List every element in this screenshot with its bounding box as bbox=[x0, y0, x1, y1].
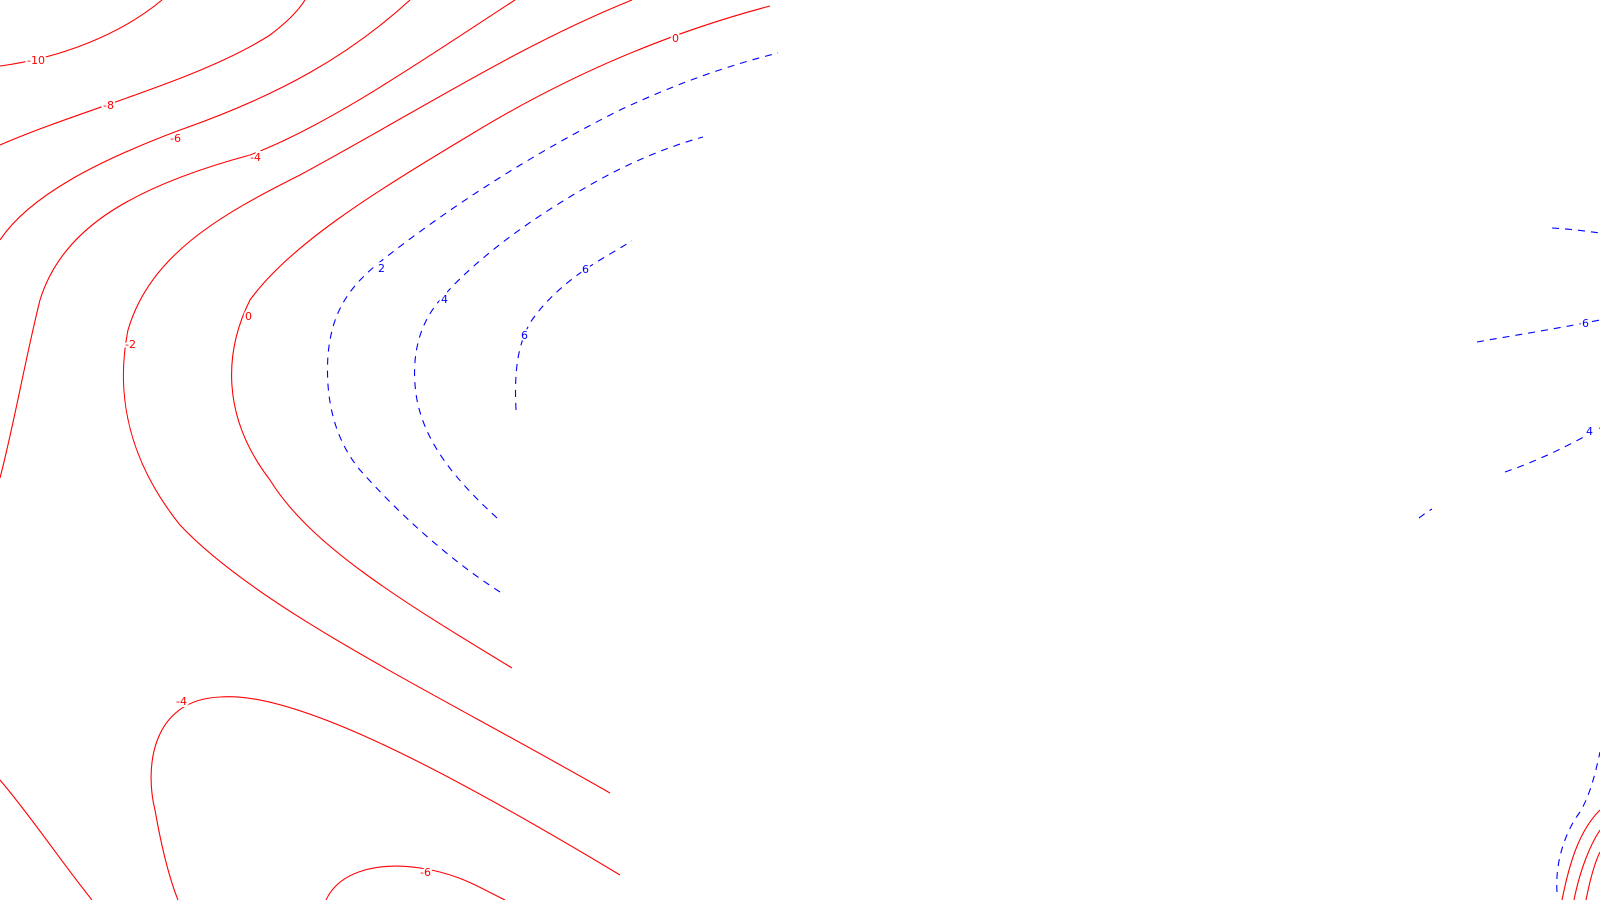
contour-line-right-edge-1 bbox=[1561, 809, 1600, 900]
contour-label: -2 bbox=[125, 338, 136, 351]
contour-line-neg6-upper bbox=[0, 0, 411, 241]
contour-line-right-edge-2 bbox=[1573, 829, 1600, 900]
contour-label: -6 bbox=[420, 866, 431, 879]
contour-line-bottom-left bbox=[0, 779, 93, 900]
contour-label: -8 bbox=[103, 99, 114, 112]
contour-label: 4 bbox=[441, 293, 448, 306]
contour-line-neg4-lower bbox=[150, 696, 621, 900]
contour-label: 2 bbox=[378, 262, 385, 275]
contour-line-neg8 bbox=[0, 0, 306, 146]
contour-line-right-4 bbox=[1504, 427, 1600, 473]
contour-line-right-bottom bbox=[1556, 751, 1600, 893]
contour-label: 4 bbox=[1586, 425, 1593, 438]
contour-label: 0 bbox=[672, 32, 679, 45]
contour-line-right-edge-3 bbox=[1585, 851, 1600, 900]
contour-line-right-fragment bbox=[1418, 508, 1433, 519]
contour-line-pos6 bbox=[514, 240, 633, 411]
contour-line-neg2 bbox=[122, 0, 633, 794]
contour-label: 0 bbox=[245, 310, 252, 323]
contour-line-zero bbox=[231, 5, 771, 669]
contour-label: -10 bbox=[27, 54, 45, 67]
contour-line-right-6 bbox=[1476, 319, 1600, 343]
contour-label: 6 bbox=[582, 263, 589, 276]
contour-label: 6 bbox=[1582, 317, 1589, 330]
contour-line-neg6-lower bbox=[325, 865, 506, 900]
contour-line-right-top bbox=[1551, 227, 1600, 234]
contour-label: -4 bbox=[250, 151, 261, 164]
contour-line-pos4 bbox=[414, 136, 704, 519]
contour-label: 6 bbox=[521, 329, 528, 342]
contour-label: -4 bbox=[176, 695, 187, 708]
contour-line-neg10 bbox=[0, 0, 163, 67]
contour-line-pos2 bbox=[326, 52, 779, 593]
contour-line-neg4-upper bbox=[0, 0, 516, 479]
contour-label: -6 bbox=[170, 132, 181, 145]
